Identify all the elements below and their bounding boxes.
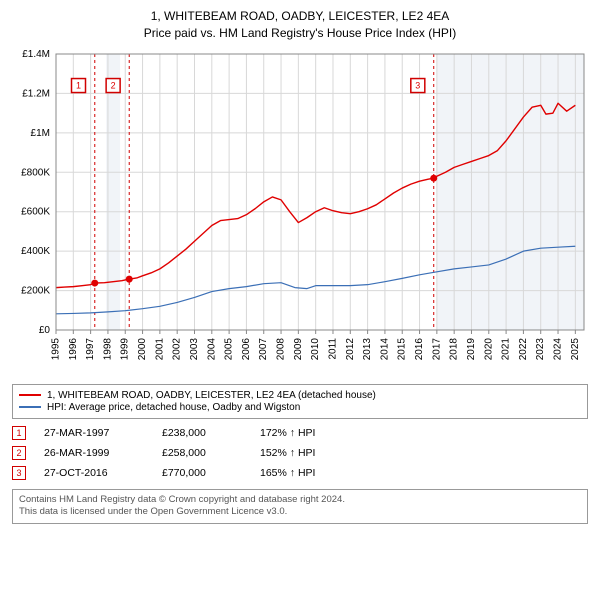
footnote-line1: Contains HM Land Registry data © Crown c… (19, 494, 581, 507)
legend-label: 1, WHITEBEAM ROAD, OADBY, LEICESTER, LE2… (47, 390, 376, 401)
svg-text:2010: 2010 (310, 337, 321, 360)
svg-text:2000: 2000 (137, 337, 148, 360)
svg-text:2015: 2015 (397, 337, 408, 360)
svg-text:2013: 2013 (362, 337, 373, 360)
legend-label: HPI: Average price, detached house, Oadb… (47, 402, 300, 413)
annotation-marker: 3 (12, 466, 26, 480)
svg-text:2021: 2021 (501, 337, 512, 360)
annotation-date: 27-MAR-1997 (44, 427, 144, 439)
svg-text:2016: 2016 (414, 337, 425, 360)
annotation-date: 26-MAR-1999 (44, 447, 144, 459)
svg-text:2009: 2009 (293, 337, 304, 360)
line-chart-svg: £0 £200K £400K £600K £800K £1M £1.2M £1.4M 1995 1… (8, 48, 592, 378)
svg-text:2012: 2012 (345, 337, 356, 360)
svg-text:2008: 2008 (276, 337, 287, 360)
chart-title-block: 1, WHITEBEAM ROAD, OADBY, LEICESTER, LE2… (8, 8, 592, 42)
svg-text:£800K: £800K (21, 167, 50, 178)
svg-text:3: 3 (415, 80, 420, 90)
annotation-hpi: 152% ↑ HPI (260, 447, 350, 459)
svg-text:2005: 2005 (224, 337, 235, 360)
svg-text:2001: 2001 (154, 337, 165, 360)
svg-text:2: 2 (111, 80, 116, 90)
legend: 1, WHITEBEAM ROAD, OADBY, LEICESTER, LE2… (12, 384, 588, 419)
svg-text:2007: 2007 (258, 337, 269, 360)
svg-text:2004: 2004 (206, 337, 217, 360)
legend-swatch (19, 406, 41, 408)
legend-item: HPI: Average price, detached house, Oadb… (19, 402, 581, 413)
svg-text:1998: 1998 (102, 337, 113, 360)
svg-text:2024: 2024 (553, 337, 564, 360)
svg-text:2023: 2023 (535, 337, 546, 360)
svg-text:2018: 2018 (449, 337, 460, 360)
footnote-line2: This data is licensed under the Open Gov… (19, 506, 581, 519)
chart-area: £0 £200K £400K £600K £800K £1M £1.2M £1.4M 1995 1… (8, 48, 592, 378)
chart-title-line2: Price paid vs. HM Land Registry's House … (8, 25, 592, 42)
svg-text:2003: 2003 (189, 337, 200, 360)
svg-text:2022: 2022 (518, 337, 529, 360)
chart-title-line1: 1, WHITEBEAM ROAD, OADBY, LEICESTER, LE2… (8, 8, 592, 25)
svg-text:2011: 2011 (327, 337, 338, 359)
svg-text:2006: 2006 (241, 337, 252, 360)
svg-text:1996: 1996 (68, 337, 79, 360)
annotation-row: 2 26-MAR-1999 £258,000 152% ↑ HPI (12, 443, 588, 463)
annotation-row: 3 27-OCT-2016 £770,000 165% ↑ HPI (12, 463, 588, 483)
svg-text:£1M: £1M (31, 127, 50, 138)
sale-annotations-table: 1 27-MAR-1997 £238,000 172% ↑ HPI 2 26-MAR-19… (12, 423, 588, 483)
svg-text:2019: 2019 (466, 337, 477, 360)
legend-item: 1, WHITEBEAM ROAD, OADBY, LEICESTER, LE2… (19, 390, 581, 401)
footnote: Contains HM Land Registry data © Crown c… (12, 489, 588, 525)
annotation-hpi: 172% ↑ HPI (260, 427, 350, 439)
svg-text:1: 1 (76, 80, 81, 90)
svg-text:£1.2M: £1.2M (22, 88, 50, 99)
svg-text:£200K: £200K (21, 285, 50, 296)
svg-text:£400K: £400K (21, 246, 50, 257)
annotation-price: £258,000 (162, 447, 242, 459)
svg-text:1995: 1995 (51, 337, 62, 360)
annotation-price: £770,000 (162, 467, 242, 479)
svg-text:2020: 2020 (483, 337, 494, 360)
svg-text:2017: 2017 (431, 337, 442, 360)
annotation-hpi: 165% ↑ HPI (260, 467, 350, 479)
svg-text:£1.4M: £1.4M (22, 49, 50, 60)
svg-text:2025: 2025 (570, 337, 581, 360)
svg-text:1999: 1999 (120, 337, 131, 360)
svg-text:£600K: £600K (21, 206, 50, 217)
svg-text:1997: 1997 (85, 337, 96, 360)
annotation-marker: 2 (12, 446, 26, 460)
legend-swatch (19, 394, 41, 396)
annotation-row: 1 27-MAR-1997 £238,000 172% ↑ HPI (12, 423, 588, 443)
svg-text:2002: 2002 (172, 337, 183, 360)
svg-text:2014: 2014 (379, 337, 390, 360)
svg-text:£0: £0 (39, 325, 51, 336)
annotation-marker: 1 (12, 426, 26, 440)
annotation-price: £238,000 (162, 427, 242, 439)
annotation-date: 27-OCT-2016 (44, 467, 144, 479)
